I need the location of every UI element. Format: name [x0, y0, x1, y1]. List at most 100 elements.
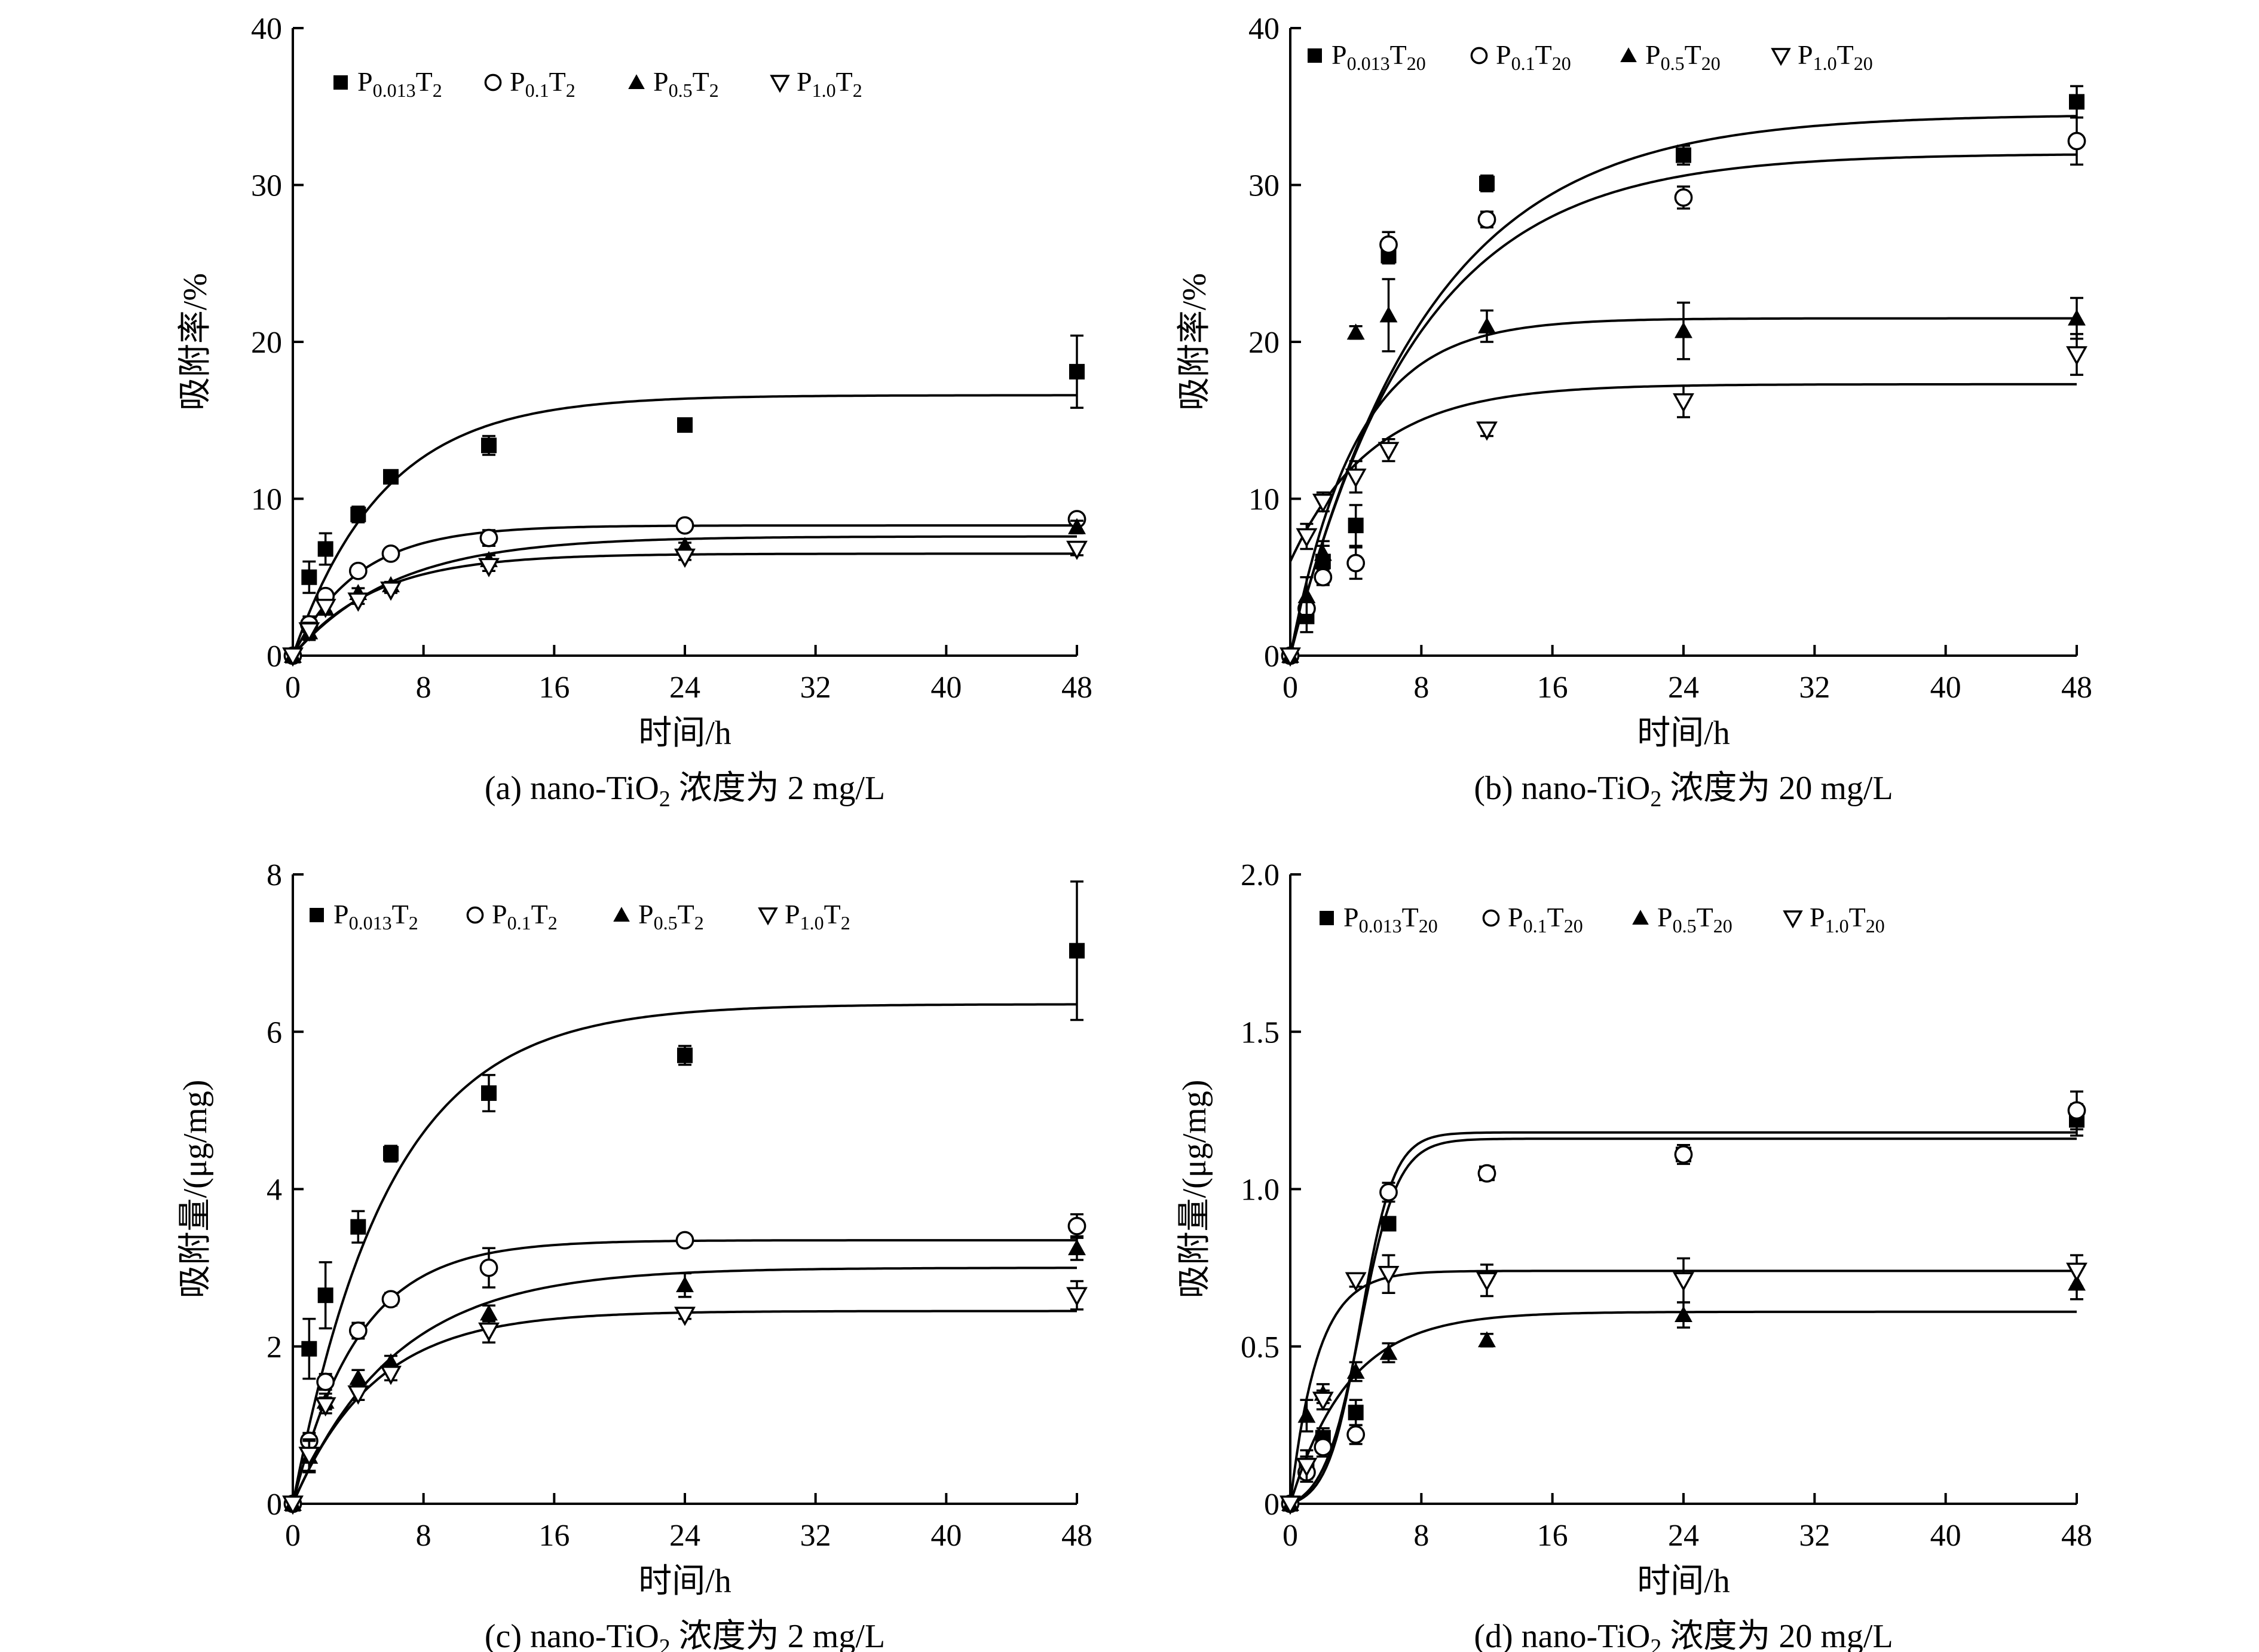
- x-tick-label: 40: [1930, 1519, 1961, 1553]
- legend-marker: [1783, 910, 1803, 929]
- data-point: [1346, 1362, 1365, 1379]
- legend-label: P1.0T20: [1798, 39, 1873, 74]
- data-point: [282, 1495, 304, 1515]
- x-tick-label: 16: [538, 671, 570, 705]
- series-circle: [283, 510, 1086, 665]
- data-point: [481, 1085, 497, 1101]
- data-point: [348, 1321, 368, 1340]
- y-tick-label: 0: [267, 1488, 282, 1522]
- data-point: [1673, 393, 1694, 413]
- data-point: [1676, 147, 1691, 163]
- data-point: [2067, 1101, 2086, 1120]
- data-point: [675, 1231, 694, 1250]
- x-tick-label: 0: [285, 671, 301, 705]
- y-tick-label: 1.5: [1241, 1015, 1280, 1050]
- data-point: [1280, 647, 1301, 667]
- fit-curve: [292, 552, 1077, 657]
- x-axis-title: 时间/h: [1637, 1563, 1730, 1600]
- data-point: [381, 1290, 400, 1309]
- panel-caption: (d) nano-TiO2 浓度为 20 mg/L: [1474, 1618, 1893, 1652]
- data-point: [1476, 421, 1498, 441]
- panel-caption: (a) nano-TiO2 浓度为 2 mg/L: [485, 770, 885, 812]
- data-point: [677, 417, 693, 433]
- panel-a: 0 8 16 24 32 40 48 0 10 20 30 40 时间/h 吸附率/% (a) nano-T…: [177, 12, 1092, 812]
- data-point: [380, 582, 402, 601]
- data-point: [1068, 518, 1086, 534]
- data-point: [676, 1276, 694, 1293]
- data-point: [1348, 1405, 1364, 1421]
- x-tick-label: 40: [1930, 671, 1961, 705]
- caption-sub: 2: [1650, 1635, 1661, 1652]
- x-axis-title: 时间/h: [1637, 715, 1730, 752]
- data-point: [1297, 1406, 1316, 1423]
- legend-label: P1.0T20: [1810, 902, 1885, 937]
- data-point: [1314, 544, 1332, 561]
- data-point: [675, 516, 694, 535]
- data-point: [1477, 210, 1496, 229]
- data-point: [1314, 568, 1333, 587]
- y-axis-title: 吸附量/(μg/mg): [1176, 1080, 1213, 1299]
- data-point: [1296, 528, 1318, 548]
- data-point: [350, 506, 366, 522]
- series-square: [285, 880, 1085, 1512]
- legend-label: P0.1T20: [1508, 902, 1583, 937]
- legend-label: P0.5T20: [1645, 39, 1721, 74]
- caption-main: (a) nano-TiO: [485, 770, 659, 807]
- data-point: [314, 598, 336, 619]
- caption-tail: 浓度为 20 mg/L: [1661, 770, 1893, 807]
- data-point: [350, 1219, 366, 1235]
- data-point: [1378, 1265, 1400, 1286]
- y-tick-label: 8: [267, 858, 282, 892]
- y-tick-label: 40: [251, 12, 282, 46]
- x-tick-label: 40: [930, 1519, 962, 1553]
- data-point: [301, 1341, 317, 1357]
- legend-marker: [1308, 48, 1322, 63]
- x-tick-label: 0: [285, 1519, 301, 1553]
- legend-marker: [484, 74, 502, 91]
- legend-marker: [1320, 911, 1334, 925]
- data-point: [349, 1369, 368, 1385]
- legend-marker: [628, 74, 645, 90]
- legend-label: P0.1T2: [492, 899, 558, 934]
- data-point: [1066, 540, 1088, 561]
- data-point: [677, 1047, 693, 1063]
- legend-marker: [770, 75, 790, 93]
- data-point: [1346, 323, 1365, 340]
- legend-label: P0.013T20: [1331, 39, 1426, 74]
- data-point: [301, 569, 317, 585]
- legend-label: P0.013T2: [333, 899, 418, 934]
- data-point: [1674, 1145, 1693, 1164]
- data-point: [478, 558, 500, 577]
- data-point: [479, 528, 498, 547]
- data-point: [1348, 518, 1364, 534]
- data-point: [1296, 1458, 1318, 1477]
- data-point: [1476, 1272, 1498, 1292]
- data-point: [1378, 442, 1400, 461]
- data-point: [1280, 1495, 1301, 1515]
- series-triangle-up: [1281, 1266, 2086, 1511]
- fit-curve: [1289, 1310, 2077, 1504]
- series-square: [1282, 85, 2084, 663]
- series-square: [285, 334, 1085, 663]
- fit-curve: [292, 1003, 1077, 1504]
- data-point: [1069, 363, 1085, 380]
- legend-marker: [333, 75, 348, 90]
- y-tick-label: 20: [251, 326, 282, 360]
- data-point: [314, 1397, 336, 1417]
- data-point: [2067, 131, 2086, 151]
- data-point: [1379, 1344, 1398, 1360]
- panel-caption: (c) nano-TiO2 浓度为 2 mg/L: [485, 1618, 885, 1652]
- data-point: [481, 438, 497, 454]
- x-tick-label: 48: [1061, 1519, 1092, 1553]
- data-point: [1067, 1216, 1086, 1235]
- data-point: [1675, 1306, 1692, 1323]
- x-tick-label: 16: [1537, 671, 1568, 705]
- legend-label: P0.013T20: [1343, 902, 1438, 937]
- data-point: [1345, 1272, 1367, 1292]
- x-tick-label: 0: [1282, 1519, 1298, 1553]
- data-point: [2068, 309, 2086, 326]
- data-point: [317, 1287, 333, 1304]
- data-point: [380, 1366, 402, 1385]
- data-point: [2069, 94, 2084, 110]
- legend-marker: [1470, 47, 1488, 65]
